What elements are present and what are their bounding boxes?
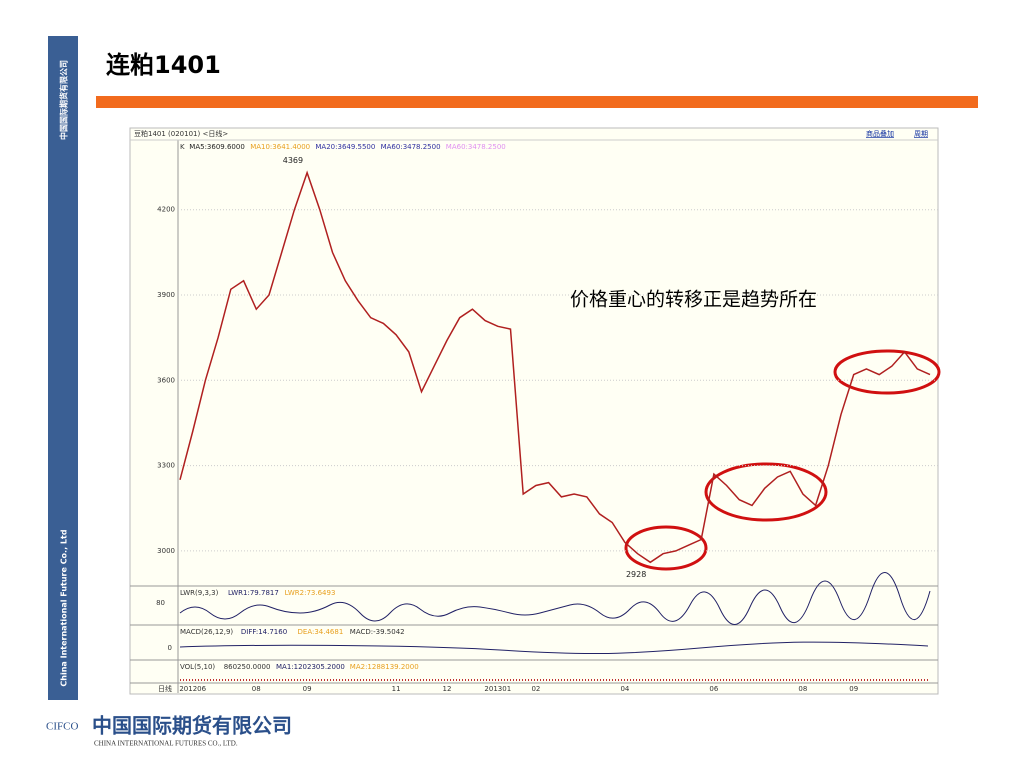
y-tick-label: 3300: [157, 462, 175, 470]
company-cn: 中国国际期货有限公司: [92, 714, 292, 738]
y-tick-label: 3000: [157, 547, 175, 555]
indicator: VOL(5,10): [180, 663, 215, 671]
indicator: MA10:3641.4000: [250, 143, 310, 151]
indicator: LWR(9,3,3): [180, 589, 219, 597]
indicator: K: [180, 143, 185, 151]
period-label: 日线: [158, 684, 172, 693]
indicator: MA60:3478.2500: [381, 143, 441, 151]
indicator: DIFF:14.7160: [241, 628, 287, 636]
panel-tick: 80: [156, 599, 165, 607]
x-tick-label: 09: [303, 685, 312, 693]
x-tick-label: 08: [252, 685, 261, 693]
macd-line: [179, 641, 929, 655]
indicator: MA1:1202305.2000: [276, 663, 345, 671]
panel-tick: 0: [168, 644, 172, 652]
x-tick-label: 06: [709, 685, 718, 693]
indicator: MA5:3609.6000: [189, 143, 245, 151]
highlight: [704, 462, 828, 522]
indicator: MACD(26,12,9): [180, 628, 233, 636]
indicator: LWR2:73.6493: [285, 589, 336, 597]
x-tick-label: 12: [442, 685, 451, 693]
indicator: MA60:3478.2500: [446, 143, 506, 151]
x-tick-label: 04: [620, 685, 629, 693]
highlight: [624, 525, 708, 571]
logo: CIFCO: [46, 721, 78, 733]
annotation: 2928: [626, 570, 646, 579]
panel-header: 豆粕1401 (020101) <日线>: [134, 129, 228, 138]
price-line: [179, 170, 931, 564]
y-tick-label: 3900: [157, 291, 175, 299]
x-tick-label: 08: [798, 685, 807, 693]
y-tick-label: 4200: [157, 206, 175, 214]
link[interactable]: 商品叠加: [866, 129, 894, 138]
indicator: LWR1:79.7817: [228, 589, 279, 597]
y-tick-label: 3600: [157, 376, 175, 384]
indicator: 860250.0000: [224, 663, 271, 671]
x-tick-label: 201206: [179, 685, 206, 693]
callout: 价格重心的转移正是趋势所在: [570, 289, 817, 311]
slide-title: 连粕1401: [106, 51, 221, 79]
side-bottom: China International Future Co., Ltd: [60, 529, 69, 686]
indicator: MA2:1288139.2000: [350, 663, 419, 671]
annotation: 4369: [283, 156, 303, 165]
link[interactable]: 周期: [914, 130, 928, 138]
company-en: CHINA INTERNATIONAL FUTURES CO., LTD.: [94, 740, 238, 748]
indicator: DEA:34.4681: [298, 628, 344, 636]
sidebar: [48, 36, 78, 700]
lwr-line: [179, 572, 931, 625]
indicator: MACD:-39.5042: [350, 628, 405, 636]
side-top: 中国国际期货有限公司: [59, 60, 69, 140]
indicator: MA20:3649.5500: [315, 143, 375, 151]
highlight: [833, 349, 941, 395]
chart-frame: [129, 127, 939, 695]
title-bar: [96, 96, 978, 108]
x-tick-label: 11: [392, 685, 401, 693]
x-tick-label: 201301: [484, 685, 511, 693]
x-tick-label: 02: [531, 685, 540, 693]
x-tick-label: 09: [849, 685, 858, 693]
